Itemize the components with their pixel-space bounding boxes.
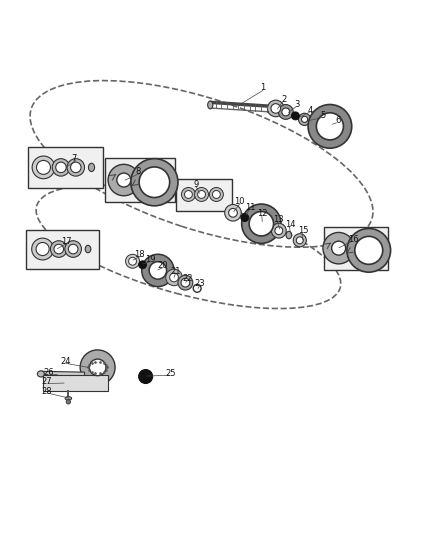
Ellipse shape — [208, 101, 213, 109]
Circle shape — [181, 278, 190, 287]
Text: 28: 28 — [41, 387, 52, 397]
Ellipse shape — [85, 245, 91, 253]
Text: 2: 2 — [281, 95, 286, 104]
Circle shape — [131, 159, 178, 206]
Circle shape — [68, 244, 78, 254]
Circle shape — [126, 254, 140, 268]
Circle shape — [275, 227, 283, 235]
Circle shape — [117, 173, 131, 187]
Text: 7: 7 — [71, 154, 77, 163]
Text: 15: 15 — [298, 226, 309, 235]
Circle shape — [166, 269, 182, 286]
Circle shape — [282, 108, 290, 116]
Text: 4: 4 — [308, 106, 313, 115]
Text: 8: 8 — [135, 167, 141, 176]
Circle shape — [32, 156, 55, 179]
Circle shape — [139, 167, 170, 198]
Text: 26: 26 — [43, 368, 54, 377]
Circle shape — [129, 257, 137, 265]
Circle shape — [54, 244, 64, 254]
Circle shape — [225, 205, 241, 221]
FancyBboxPatch shape — [43, 375, 108, 391]
Circle shape — [241, 214, 249, 222]
Text: 23: 23 — [194, 279, 205, 288]
Circle shape — [36, 160, 50, 174]
Circle shape — [316, 113, 343, 140]
Circle shape — [296, 237, 303, 244]
Circle shape — [242, 204, 281, 244]
Text: 21: 21 — [170, 267, 180, 276]
Circle shape — [271, 103, 281, 113]
FancyBboxPatch shape — [106, 158, 175, 202]
FancyBboxPatch shape — [176, 179, 232, 211]
Circle shape — [65, 241, 81, 257]
Text: 25: 25 — [166, 368, 176, 377]
Circle shape — [279, 104, 293, 119]
Circle shape — [178, 275, 193, 290]
Circle shape — [249, 212, 274, 236]
Text: 27: 27 — [41, 377, 52, 386]
Text: 11: 11 — [245, 203, 256, 212]
Text: 20: 20 — [157, 261, 167, 270]
FancyBboxPatch shape — [28, 147, 103, 188]
Circle shape — [193, 285, 201, 292]
Text: 13: 13 — [272, 215, 283, 224]
Ellipse shape — [65, 397, 72, 400]
Circle shape — [181, 188, 195, 201]
Circle shape — [36, 243, 49, 256]
Text: 22: 22 — [182, 274, 193, 283]
Circle shape — [71, 162, 81, 173]
Circle shape — [212, 190, 220, 198]
Polygon shape — [41, 372, 85, 376]
Text: 12: 12 — [258, 209, 268, 218]
Circle shape — [139, 261, 147, 269]
Text: 1: 1 — [260, 83, 265, 92]
Text: 18: 18 — [134, 250, 145, 259]
Circle shape — [323, 232, 354, 264]
Circle shape — [52, 159, 70, 176]
Circle shape — [170, 273, 178, 282]
Circle shape — [301, 116, 307, 123]
Circle shape — [142, 254, 174, 287]
Text: 16: 16 — [348, 235, 359, 244]
Circle shape — [149, 262, 166, 279]
Circle shape — [209, 188, 223, 201]
Circle shape — [80, 350, 115, 385]
Text: 10: 10 — [234, 197, 245, 206]
Circle shape — [198, 190, 205, 198]
Circle shape — [291, 112, 299, 120]
Circle shape — [66, 400, 71, 404]
Text: 24: 24 — [60, 357, 71, 366]
Circle shape — [229, 208, 237, 217]
Text: 3: 3 — [294, 100, 300, 109]
Circle shape — [194, 188, 208, 201]
Circle shape — [56, 162, 66, 173]
Circle shape — [293, 234, 306, 247]
Circle shape — [32, 238, 53, 260]
FancyBboxPatch shape — [26, 230, 99, 269]
Circle shape — [298, 113, 311, 125]
Circle shape — [139, 369, 152, 384]
Text: 19: 19 — [145, 255, 155, 264]
Text: 17: 17 — [61, 237, 71, 246]
Circle shape — [355, 236, 383, 264]
Text: 9: 9 — [194, 180, 199, 189]
Circle shape — [108, 164, 140, 196]
Text: 14: 14 — [285, 220, 295, 229]
Circle shape — [332, 241, 346, 255]
Ellipse shape — [37, 371, 44, 377]
Text: 5: 5 — [320, 111, 325, 120]
Ellipse shape — [286, 231, 292, 239]
FancyBboxPatch shape — [324, 227, 389, 270]
Circle shape — [50, 241, 67, 257]
Circle shape — [272, 223, 286, 238]
Circle shape — [268, 100, 284, 117]
Text: 6: 6 — [335, 116, 340, 125]
Circle shape — [347, 229, 391, 272]
Circle shape — [308, 104, 352, 148]
Circle shape — [184, 190, 192, 198]
Circle shape — [67, 159, 85, 176]
Ellipse shape — [88, 163, 95, 172]
Circle shape — [89, 359, 106, 376]
